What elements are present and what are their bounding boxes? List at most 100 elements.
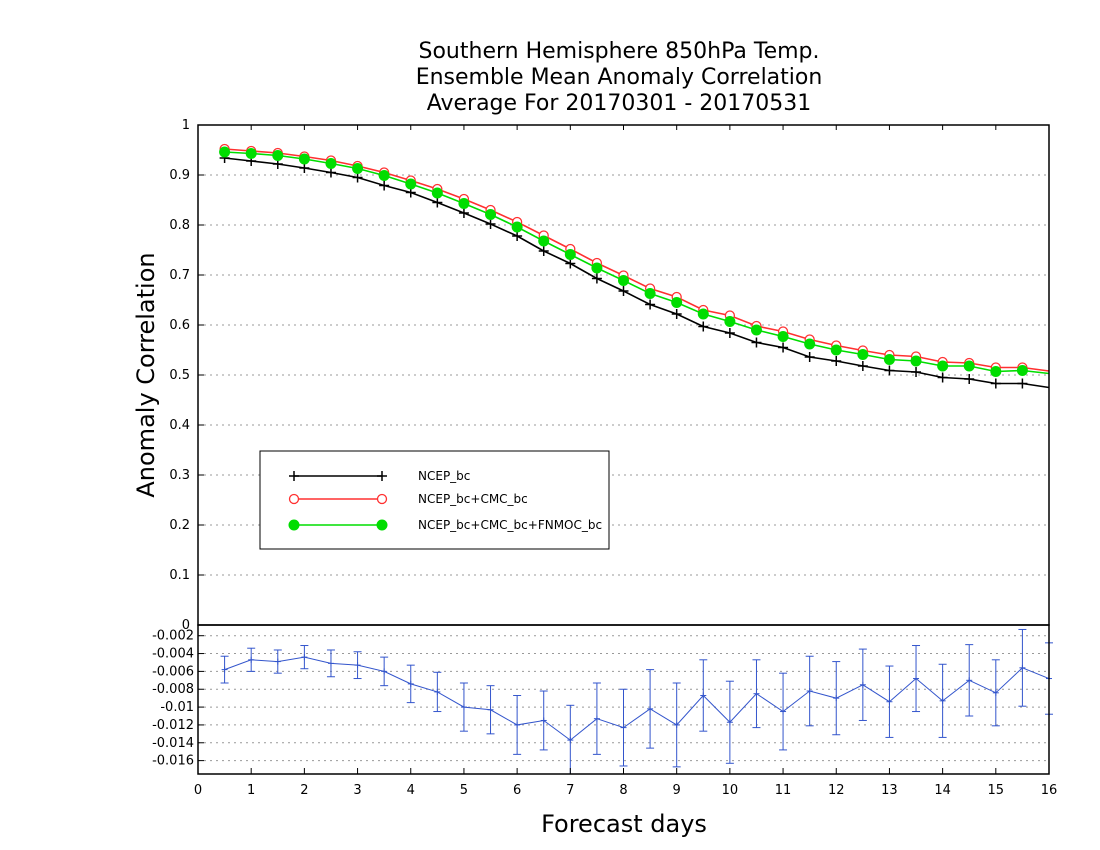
legend-marker [288,519,300,531]
data-point [777,331,789,342]
difference-point [274,658,281,665]
difference-point [381,668,388,675]
data-point [379,180,390,191]
chart-title: Southern Hemisphere 850hPa Temp.Ensemble… [416,39,823,116]
data-point [724,328,735,338]
difference-point [1019,664,1026,671]
legend-entry: NCEP_bc [289,469,470,483]
data-point [1017,378,1028,389]
legend: NCEP_bc NCEP_bc+CMC_bc NCEP_bc+CMC_bc+FNMO… [259,450,610,550]
difference-point [620,724,627,731]
difference-point [327,660,334,667]
y-tick-label: 0.4 [169,418,190,433]
legend-label: NCEP_bc+CMC_bc [418,492,528,506]
y-axis-ticks: 0 0.1 0.2 0.3 0.4 0.5 0.6 0.7 0.8 0.9 1 -0.016 -0.01… [152,118,204,769]
data-point [804,352,815,362]
difference-point [647,705,654,712]
series-3 [219,146,1050,377]
title-line-1: Southern Hemisphere 850hPa Temp. [419,39,820,64]
title-line-3: Average For 20170301 - 20170531 [427,91,812,116]
data-point [671,297,683,308]
data-point [750,324,762,336]
difference-point [593,715,600,722]
data-point [778,342,789,353]
series-line [224,148,1050,372]
data-point [458,198,470,209]
difference-point [913,675,920,682]
data-point [937,360,949,372]
data-point [485,219,496,229]
plot-frames [197,124,1050,775]
data-point [645,299,656,310]
x-tick-label: 9 [673,783,681,798]
x-tick-label: 8 [619,783,627,798]
y-tick-label: 0.5 [169,368,190,383]
data-point [219,146,231,158]
data-point [724,316,736,327]
data-point [751,337,762,348]
difference-point [434,688,441,695]
data-point [698,321,709,332]
y-tick-label: 0.2 [169,518,190,533]
legend-label: NCEP_bc+CMC_bc+FNMOC_bc [418,518,602,532]
x-tick-label: 15 [988,783,1005,798]
data-point [564,249,576,260]
y-tick-label: -0.008 [152,682,194,697]
data-point [378,170,390,181]
difference-point [726,719,733,726]
x-tick-label: 2 [300,783,308,798]
data-point [458,208,469,218]
difference-point [354,662,361,669]
difference-point [301,654,308,661]
y-tick-label: 0 [182,618,190,633]
difference-point [939,697,946,704]
data-point [512,231,523,241]
difference-point [673,721,680,728]
difference-point [407,680,414,687]
x-axis-ticks: 0 1 2 3 4 5 6 7 8 9 10 11 12 13 14 15 16 [194,125,1057,798]
data-point [830,344,842,356]
data-point [511,221,523,233]
x-tick-label: 4 [407,783,415,798]
data-point [911,367,922,377]
y-tick-label: 0.9 [169,168,190,183]
data-point [591,262,603,274]
x-tick-label: 3 [353,783,361,798]
title-line-2: Ensemble Mean Anomaly Correlation [416,65,823,90]
difference-point [248,656,255,663]
legend-marker [288,493,300,505]
data-point [618,275,629,286]
difference-point [514,721,521,728]
y-tick-label: 0.6 [169,318,190,333]
data-point [325,158,337,169]
legend-marker [376,519,388,531]
data-point [910,355,922,367]
x-tick-label: 13 [881,783,898,798]
y-tick-label: 1 [182,118,190,133]
data-point [697,308,709,320]
data-point [883,354,895,365]
difference-line [224,656,1050,741]
data-point [485,209,497,220]
data-point [432,197,443,208]
series-line [224,151,1050,375]
x-tick-label: 0 [194,783,202,798]
legend-marker [377,471,387,481]
y-tick-label: -0.016 [152,754,194,769]
top-panel-series [219,143,1050,389]
data-point [990,366,1002,377]
legend-label: NCEP_bc [418,469,470,483]
difference-point [780,708,787,715]
data-point [405,178,417,190]
difference-point [992,689,999,696]
data-point [352,163,364,174]
bottom-panel-grid [198,635,1049,762]
data-point [671,309,682,319]
data-point [325,167,336,178]
x-tick-label: 14 [934,783,951,798]
x-tick-label: 11 [775,783,792,798]
data-point [538,235,550,247]
data-point [937,372,948,383]
legend-entry: NCEP_bc+CMC_bc [288,492,528,506]
